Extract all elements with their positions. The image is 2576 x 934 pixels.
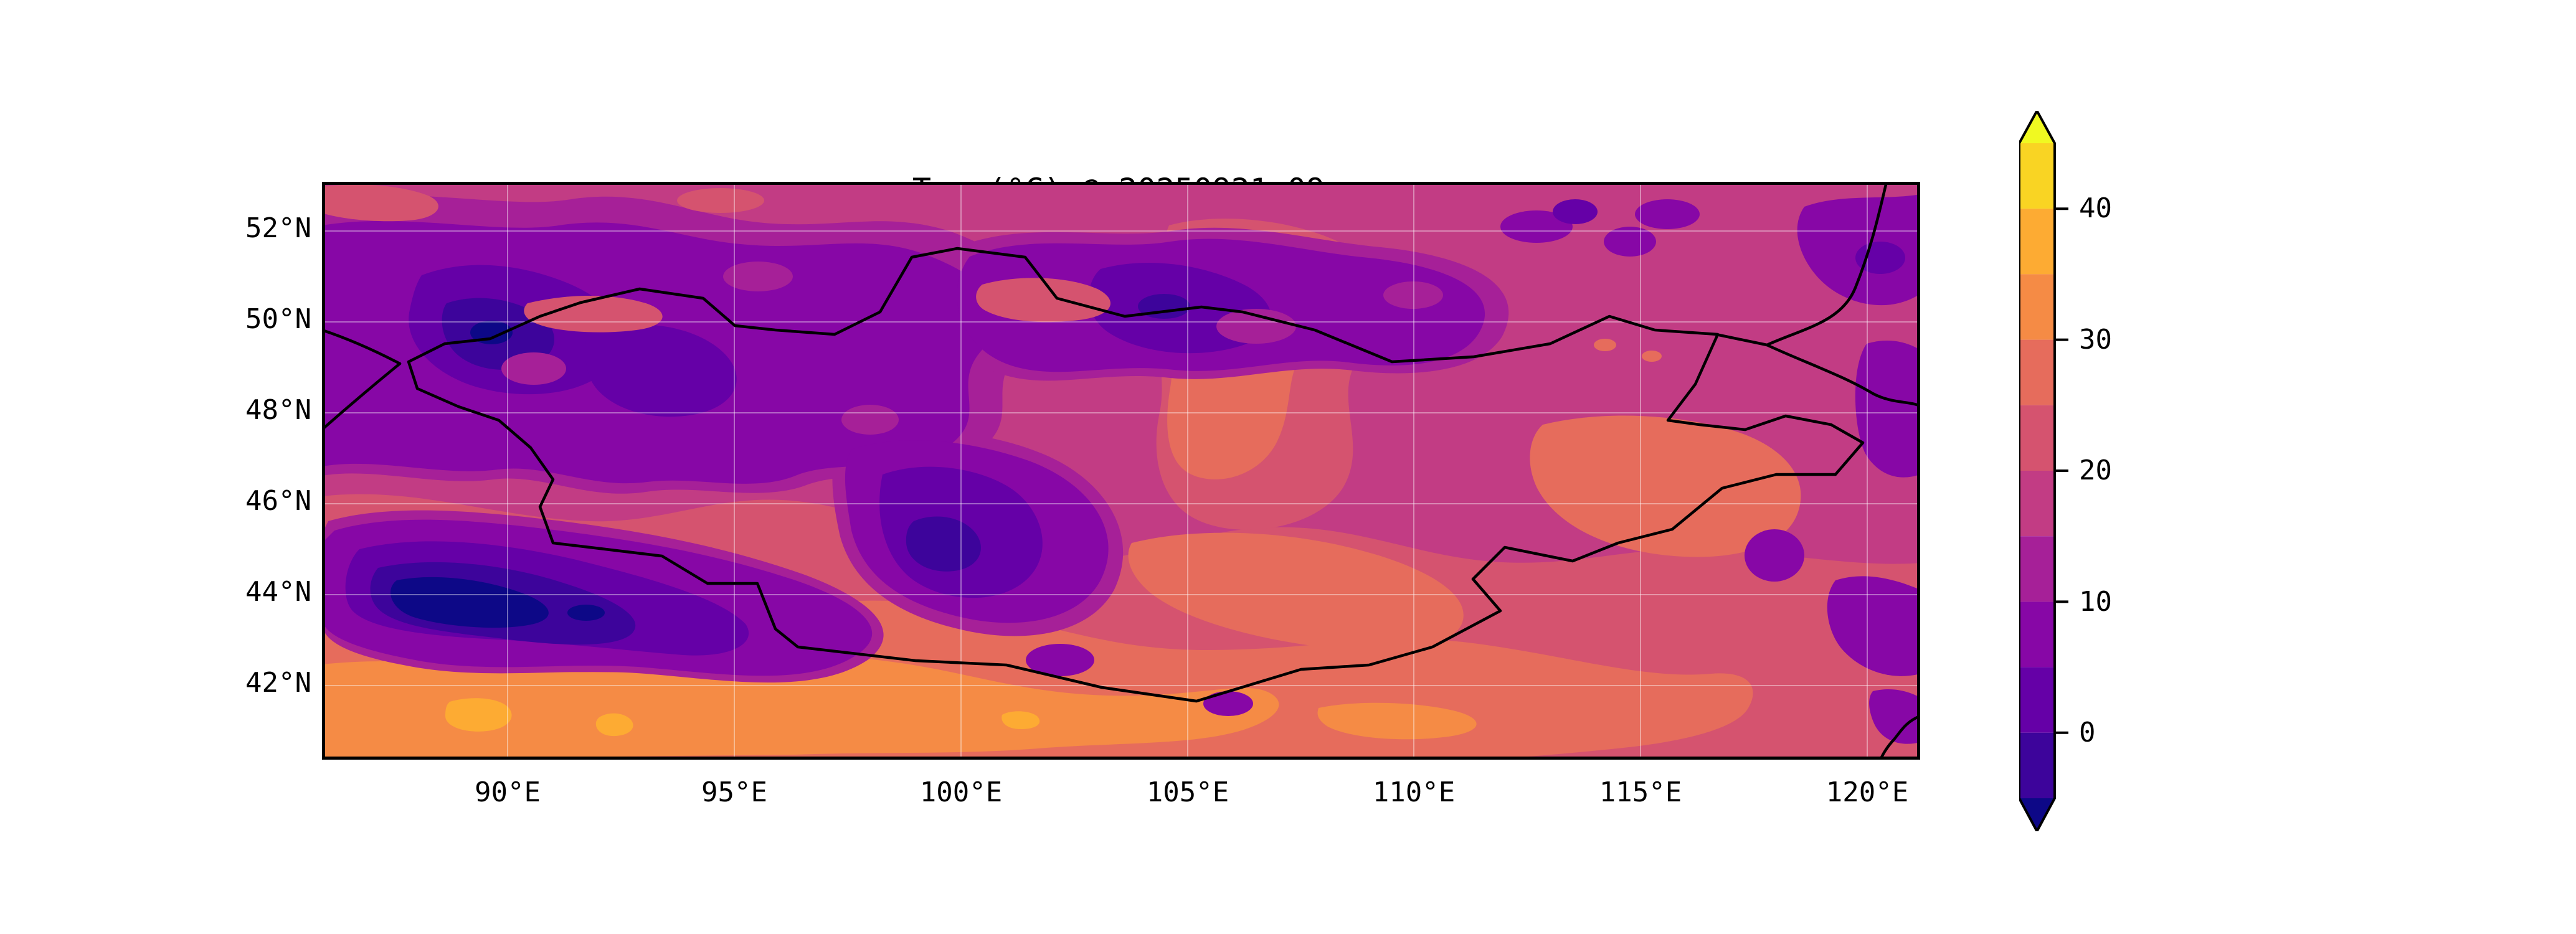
contour-south-orange-band	[322, 656, 1279, 760]
contour-purple-spot-b	[1203, 691, 1253, 716]
border-russia-china-east	[1765, 343, 1920, 408]
contour-purple-spot-c	[1745, 529, 1804, 582]
x-tick-label-90e: 90°E	[475, 776, 541, 808]
contour-magenta-speckle-4	[1216, 309, 1296, 344]
contour-magenta-speckle-2	[723, 262, 793, 291]
colorbar-band-40-45	[2019, 143, 2055, 209]
contour-magenta-speckle-3	[841, 405, 899, 435]
gridlines	[322, 182, 1920, 760]
border-russia-china-north	[1717, 182, 1888, 347]
map-plot	[322, 182, 1920, 760]
colorbar-band-25-30	[2019, 339, 2055, 405]
colorbar-tick-label-40: 40	[2079, 192, 2112, 224]
contour-navy-dot-1	[567, 605, 605, 621]
colorbar	[2018, 108, 2100, 834]
colorbar-band-0-5	[2019, 667, 2055, 733]
border-nw-upper	[322, 328, 402, 366]
contour-purple-spot-e	[1500, 210, 1573, 243]
plot-frame	[322, 182, 1920, 760]
contour-pink-topleft	[322, 184, 438, 222]
colorbar-tick-label-20: 20	[2079, 455, 2112, 486]
colorbar-band-20-25	[2019, 405, 2055, 471]
border-mongolia	[407, 247, 1865, 703]
contour-salmon-dot-1	[1594, 339, 1616, 351]
contour-hot-spot-2	[595, 713, 633, 737]
colorbar-svg	[2018, 108, 2068, 834]
temperature-contour-map	[322, 182, 1920, 760]
contour-purple-spot-a	[1026, 644, 1094, 676]
contour-east-salmon-blob	[1530, 415, 1801, 557]
contour-purple-spot-d	[1604, 227, 1656, 257]
colorbar-band-30-35	[2019, 274, 2055, 340]
colorbar-band-35-40	[2019, 209, 2055, 275]
coastline-bohai	[1878, 714, 1920, 760]
y-tick-label-44n: 44°N	[245, 576, 311, 608]
colorbar-tick-label-30: 30	[2079, 324, 2112, 356]
contour-orange-center-south	[1317, 702, 1477, 740]
colorbar-band-15-20	[2019, 471, 2055, 537]
y-tick-label-48n: 48°N	[245, 394, 311, 426]
contour-pink-patch-nc	[976, 278, 1110, 323]
x-tick-label-105e: 105°E	[1146, 776, 1229, 808]
colorbar-arrow-over	[2019, 111, 2055, 143]
contour-hot-spot-3	[1002, 711, 1040, 730]
colorbar-tick-label-0: 0	[2079, 717, 2096, 748]
border-nw-lower	[322, 362, 402, 432]
contour-magenta-speckle-5	[1383, 281, 1443, 309]
contour-violet-nw-2	[585, 324, 737, 417]
colorbar-tick-label-10: 10	[2079, 586, 2112, 618]
y-tick-label-42n: 42°N	[245, 667, 311, 699]
contour-pink-topmid	[677, 188, 764, 213]
contour-purple-right-2	[1855, 340, 1920, 478]
colorbar-band-10-15	[2019, 536, 2055, 602]
x-tick-label-100e: 100°E	[919, 776, 1003, 808]
y-tick-label-50n: 50°N	[245, 303, 311, 335]
contour-violet-ne-2	[1553, 199, 1598, 224]
contour-pink-streak-nw	[524, 295, 663, 333]
x-tick-label-110e: 110°E	[1372, 776, 1456, 808]
x-tick-label-120e: 120°E	[1825, 776, 1909, 808]
x-tick-label-95e: 95°E	[701, 776, 767, 808]
contour-center-salmon-blob	[1128, 532, 1464, 651]
contour-purple-right-3	[1827, 576, 1920, 676]
colorbar-band-m5-0	[2019, 732, 2055, 798]
contour-purple-spot-f	[1635, 199, 1700, 229]
y-tick-label-46n: 46°N	[245, 485, 311, 517]
contour-magenta-speckle-1	[501, 352, 566, 385]
contour-hot-spot-1	[445, 698, 512, 732]
borders	[322, 182, 1920, 760]
y-tick-label-52n: 52°N	[245, 212, 311, 244]
contour-navy-tianshan	[391, 577, 549, 628]
contour-indigo-khangai	[906, 516, 981, 572]
colorbar-tick-marks	[2055, 207, 2068, 734]
contour-purple-right-4	[1869, 689, 1920, 744]
colorbar-arrow-under	[2019, 798, 2055, 831]
x-tick-label-115e: 115°E	[1599, 776, 1682, 808]
contour-salmon-dot-2	[1642, 351, 1662, 362]
colorbar-band-5-10	[2019, 601, 2055, 667]
